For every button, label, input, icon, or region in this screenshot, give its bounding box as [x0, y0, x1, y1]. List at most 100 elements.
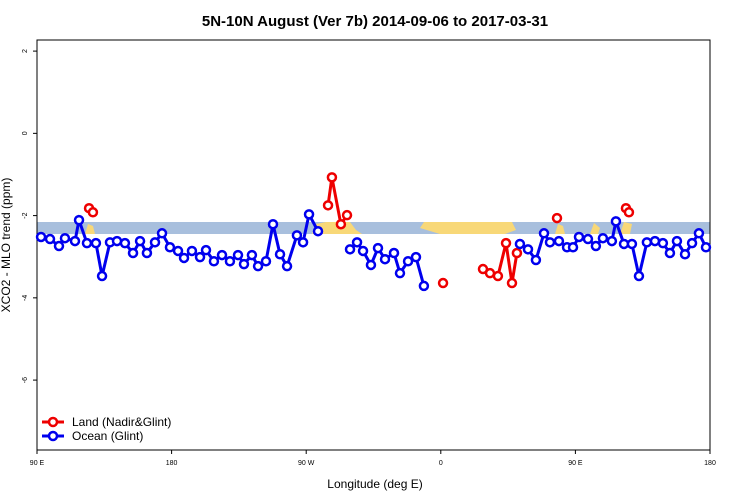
- x-tick-label: 90 W: [298, 460, 315, 467]
- point: [208, 255, 220, 267]
- point: [53, 240, 65, 252]
- legend-marker: [47, 430, 59, 442]
- point: [623, 207, 635, 218]
- point: [312, 225, 324, 237]
- point: [73, 214, 85, 226]
- point: [394, 267, 406, 279]
- point: [341, 209, 353, 221]
- point: [551, 212, 563, 224]
- ocean-strip: [37, 222, 710, 234]
- point: [437, 277, 449, 289]
- point: [274, 249, 286, 260]
- map-strip: [37, 222, 710, 234]
- y-tick-label: -4: [22, 295, 29, 301]
- point: [149, 237, 161, 248]
- point: [544, 237, 556, 248]
- point: [172, 245, 184, 257]
- land-strip: [420, 222, 516, 234]
- x-tick-label: 90 E: [568, 460, 583, 467]
- point: [81, 237, 93, 249]
- point: [379, 253, 391, 265]
- point: [641, 237, 653, 248]
- land-strip: [620, 222, 632, 234]
- x-tick-label: 180: [704, 460, 716, 467]
- point: [291, 230, 303, 241]
- point: [178, 252, 190, 264]
- point: [530, 254, 542, 266]
- point: [252, 260, 264, 272]
- point: [553, 235, 565, 247]
- point: [326, 172, 338, 183]
- point: [59, 232, 71, 244]
- point: [141, 247, 153, 259]
- point: [492, 270, 504, 282]
- point: [664, 247, 676, 259]
- point: [693, 228, 705, 239]
- point: [200, 244, 212, 256]
- point: [365, 259, 377, 271]
- y-tick-label: -2: [22, 212, 29, 218]
- series-line: [326, 177, 349, 229]
- point: [582, 233, 594, 245]
- point: [538, 228, 550, 239]
- land-strip: [312, 222, 362, 234]
- point: [573, 231, 585, 243]
- point: [514, 238, 526, 250]
- point: [238, 258, 250, 270]
- point: [344, 244, 356, 255]
- point: [44, 233, 56, 245]
- x-axis-label: Longitude (deg E): [327, 477, 422, 491]
- point: [633, 270, 645, 282]
- point: [372, 242, 384, 254]
- x-tick-label: 0: [439, 460, 443, 467]
- land-strip: [85, 224, 95, 234]
- point: [224, 255, 236, 267]
- point: [679, 249, 691, 260]
- point: [194, 251, 206, 263]
- point: [686, 237, 698, 249]
- legend-label: Ocean (Glint): [72, 429, 143, 443]
- land-strip: [590, 223, 600, 234]
- x-tick-label: 90 E: [30, 460, 45, 467]
- point: [156, 228, 168, 239]
- y-tick-label: 0: [22, 131, 29, 135]
- point: [260, 255, 272, 267]
- point: [232, 249, 244, 261]
- point: [186, 245, 198, 257]
- point: [216, 249, 228, 261]
- point: [119, 237, 131, 249]
- point: [96, 270, 108, 282]
- point: [357, 245, 369, 257]
- point: [418, 280, 430, 292]
- point: [657, 237, 669, 249]
- y-axis-label: XCO2 - MLO trend (ppm): [0, 178, 13, 313]
- point: [626, 238, 638, 250]
- point: [303, 209, 315, 220]
- point: [335, 218, 347, 230]
- point: [69, 235, 81, 247]
- point: [281, 260, 293, 272]
- point: [134, 235, 146, 247]
- y-tick-label: -6: [22, 377, 29, 383]
- y-tick-label: 2: [22, 49, 29, 53]
- point: [90, 237, 102, 249]
- point: [402, 255, 414, 267]
- point: [127, 247, 139, 259]
- point: [410, 251, 422, 263]
- point: [590, 240, 602, 252]
- point: [511, 247, 523, 259]
- chart-title: 5N-10N August (Ver 7b) 2014-09-06 to 201…: [202, 13, 548, 30]
- point: [522, 244, 534, 255]
- point: [35, 231, 47, 243]
- point: [164, 242, 176, 253]
- point: [597, 232, 609, 244]
- point: [567, 242, 579, 253]
- point: [606, 235, 618, 247]
- point: [700, 242, 712, 253]
- land-strip: [555, 224, 565, 234]
- point: [500, 237, 512, 249]
- point: [246, 249, 258, 261]
- x-tick-label: 180: [166, 460, 178, 467]
- point: [87, 207, 99, 218]
